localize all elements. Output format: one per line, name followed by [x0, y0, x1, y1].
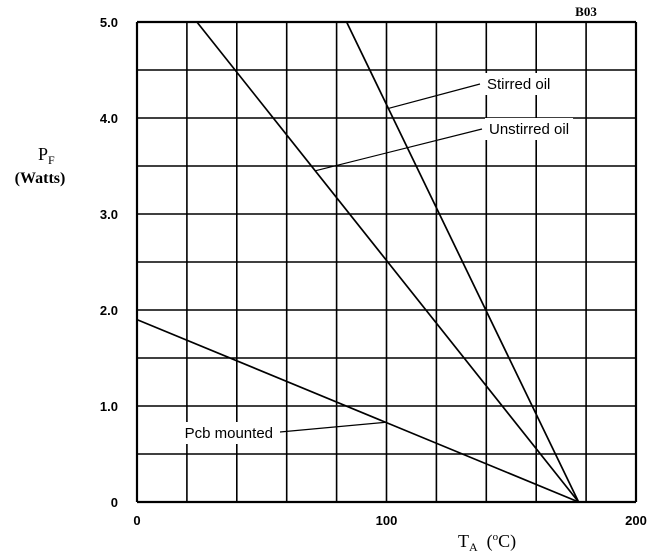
- y-tick-label: 0: [111, 495, 118, 510]
- series-line-stirred-oil: [345, 21, 580, 503]
- corner-label: B03: [575, 4, 597, 19]
- y-axis-unit: (Watts): [15, 170, 66, 187]
- leader-line-stirred-oil: [388, 83, 481, 109]
- x-axis-unit-open: (: [487, 531, 493, 552]
- series-annotations: Stirred oil Unstirred oil Pcb mounted: [180, 73, 574, 444]
- annotation-background: [483, 73, 555, 95]
- series-line-pcb-mounted: [136, 318, 579, 503]
- x-tick-label: 200: [625, 513, 647, 528]
- annotation-background: [180, 422, 277, 444]
- y-axis-label-main: P: [38, 144, 48, 164]
- series-line-unstirred-oil: [196, 21, 580, 503]
- y-tick-label: 1.0: [100, 399, 118, 414]
- y-tick-label: 2.0: [100, 303, 118, 318]
- x-axis-unit-sup: o: [493, 531, 499, 543]
- tick-labels: 0 1.0 2.0 3.0 4.0 5.0 0 100 200: [100, 15, 647, 528]
- leader-line-unstirred-oil: [315, 128, 483, 172]
- x-tick-label: 100: [376, 513, 398, 528]
- y-tick-label: 5.0: [100, 15, 118, 30]
- annotation-background: [485, 118, 574, 140]
- y-tick-label: 3.0: [100, 207, 118, 222]
- x-axis-unit-close: C): [498, 531, 516, 552]
- y-tick-label: 4.0: [100, 111, 118, 126]
- x-axis-label-main: T: [458, 531, 469, 551]
- series-label-pcb-mounted: Pcb mounted: [185, 425, 273, 442]
- series-lines: [136, 21, 580, 503]
- y-axis-label-sub: F: [48, 153, 55, 167]
- leader-line-pcb-mounted: [279, 421, 386, 433]
- series-label-unstirred-oil: Unstirred oil: [489, 121, 569, 138]
- grid: [135, 20, 638, 504]
- x-axis-label-sub: A: [469, 540, 478, 554]
- x-tick-label: 0: [133, 513, 140, 528]
- series-label-stirred-oil: Stirred oil: [487, 76, 550, 93]
- x-axis-label: TA (oC): [458, 531, 516, 554]
- y-axis-label: PF: [38, 144, 55, 167]
